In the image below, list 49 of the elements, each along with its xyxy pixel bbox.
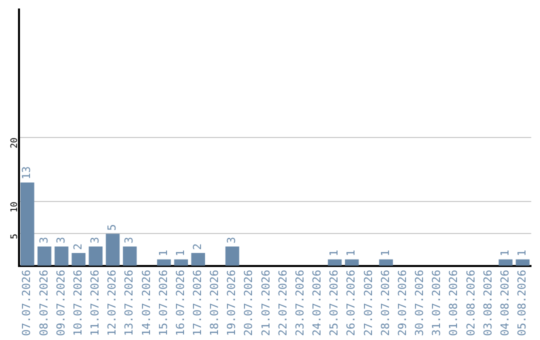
data-label: 2 [191, 243, 204, 250]
data-label: 1 [378, 250, 392, 256]
x-tick-label: 13.07.2026 [122, 270, 136, 336]
y-tick-label: 10 [10, 202, 20, 213]
x-tick-label: 03.08.2026 [481, 270, 494, 336]
data-label: 1 [516, 250, 529, 256]
x-tick-label: 31.07.2026 [430, 270, 444, 336]
x-tick-label: 09.07.2026 [54, 270, 68, 336]
x-tick-label: 15.07.2026 [156, 270, 170, 336]
x-tick-label: 24.07.2026 [310, 270, 324, 336]
x-tick-label: 23.07.2026 [293, 270, 306, 336]
data-label: 1 [344, 250, 358, 256]
x-tick-label: 17.07.2026 [191, 270, 204, 336]
x-tick-label: 20.07.2026 [242, 270, 256, 336]
x-tick-label: 16.07.2026 [174, 270, 187, 336]
x-tick-label: 02.08.2026 [464, 270, 478, 336]
data-label: 1 [328, 250, 341, 256]
data-label: 3 [54, 236, 68, 244]
data-label: 3 [225, 236, 238, 244]
y-tick-label: 20 [10, 138, 20, 148]
x-tick-label: 19.07.2026 [225, 270, 238, 336]
x-tick-label: 08.07.2026 [37, 270, 50, 336]
x-tick-label: 12.07.2026 [106, 270, 119, 336]
x-tick-label: 28.07.2026 [378, 270, 392, 336]
data-label: 3 [37, 236, 50, 244]
x-tick-label: 01.08.2026 [447, 270, 460, 336]
x-tick-label: 29.07.2026 [396, 270, 409, 336]
x-tick-label: 25.07.2026 [328, 270, 341, 336]
x-tick-label: 05.08.2026 [516, 270, 529, 336]
x-tick-label: 18.07.2026 [208, 270, 222, 336]
x-tick-label: 07.07.2026 [20, 270, 34, 336]
x-tick-label: 04.08.2026 [498, 270, 512, 336]
data-label: 1 [498, 250, 512, 256]
data-label: 3 [122, 236, 136, 244]
x-tick-label: 26.07.2026 [344, 270, 358, 336]
x-tick-label: 22.07.2026 [276, 270, 290, 336]
x-tick-label: 14.07.2026 [140, 270, 153, 336]
x-tick-label: 21.07.2026 [259, 270, 272, 336]
data-label: 1 [174, 250, 187, 256]
data-label: 3 [88, 236, 102, 244]
x-tick-label: 11.07.2026 [88, 270, 102, 336]
data-label: 5 [106, 224, 119, 231]
data-label: 2 [71, 243, 84, 250]
y-tick-label: 5 [10, 234, 20, 240]
x-tick-label: 27.07.2026 [362, 270, 375, 336]
x-tick-label: 10.07.2026 [71, 270, 84, 336]
data-label: 13 [20, 166, 34, 180]
x-tick-label: 30.07.2026 [413, 270, 426, 336]
data-label: 1 [156, 250, 170, 256]
